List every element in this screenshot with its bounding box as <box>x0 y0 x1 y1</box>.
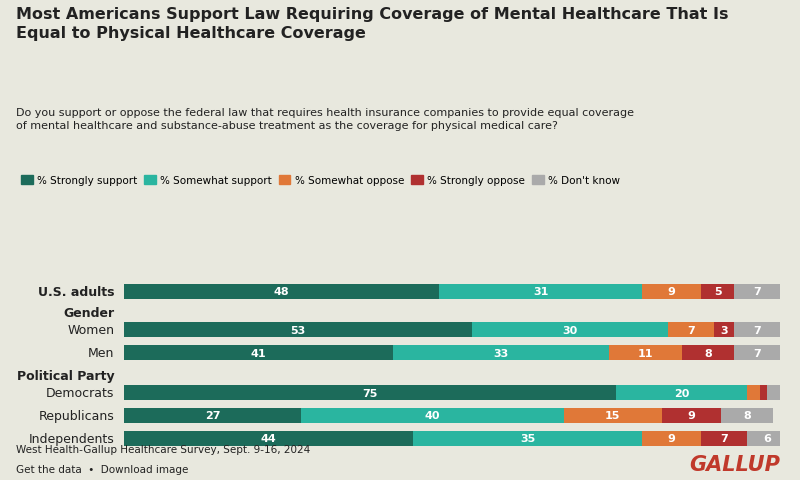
Bar <box>747 385 760 400</box>
Text: Women: Women <box>67 324 114 336</box>
Text: Democrats: Democrats <box>46 386 114 399</box>
Bar <box>563 408 662 423</box>
Bar <box>642 284 702 299</box>
Text: 5: 5 <box>714 287 722 297</box>
Text: Most Americans Support Law Requiring Coverage of Mental Healthcare That Is
Equal: Most Americans Support Law Requiring Cov… <box>16 7 729 41</box>
Text: 15: 15 <box>605 410 621 420</box>
Text: 7: 7 <box>753 325 761 335</box>
Text: 35: 35 <box>520 433 535 444</box>
Bar <box>472 323 669 337</box>
Bar <box>734 284 780 299</box>
Bar <box>124 431 413 446</box>
Text: 7: 7 <box>753 287 761 297</box>
Bar <box>714 323 734 337</box>
Text: 20: 20 <box>674 388 690 398</box>
Bar <box>413 431 642 446</box>
Bar <box>124 346 393 360</box>
Text: Do you support or oppose the federal law that requires health insurance companie: Do you support or oppose the federal law… <box>16 108 634 131</box>
Bar <box>734 323 780 337</box>
Text: Men: Men <box>88 347 114 360</box>
Bar <box>702 284 734 299</box>
Text: 9: 9 <box>668 433 676 444</box>
Text: 30: 30 <box>562 325 578 335</box>
Text: 7: 7 <box>753 348 761 358</box>
Text: U.S. adults: U.S. adults <box>38 285 114 298</box>
Text: Get the data  •  Download image: Get the data • Download image <box>16 464 188 474</box>
Text: 3: 3 <box>721 325 728 335</box>
Text: 9: 9 <box>687 410 695 420</box>
Text: 75: 75 <box>362 388 378 398</box>
Text: GALLUP: GALLUP <box>689 454 780 474</box>
Text: 8: 8 <box>743 410 751 420</box>
Text: 44: 44 <box>261 433 276 444</box>
Text: 27: 27 <box>205 410 220 420</box>
Bar <box>124 284 439 299</box>
Bar <box>610 346 682 360</box>
Bar <box>124 408 301 423</box>
Bar <box>721 408 774 423</box>
Text: 40: 40 <box>425 410 440 420</box>
Bar <box>682 346 734 360</box>
Bar <box>393 346 610 360</box>
Text: Republicans: Republicans <box>38 409 114 422</box>
Text: Gender: Gender <box>63 307 114 320</box>
Bar <box>702 431 747 446</box>
Text: West Health-Gallup Healthcare Survey, Sept. 9-16, 2024: West Health-Gallup Healthcare Survey, Se… <box>16 444 310 454</box>
Text: 11: 11 <box>638 348 654 358</box>
Bar <box>301 408 563 423</box>
Bar <box>439 284 642 299</box>
Text: Independents: Independents <box>29 432 114 445</box>
Bar <box>662 408 721 423</box>
Bar <box>642 431 702 446</box>
Bar <box>124 323 472 337</box>
Bar <box>747 431 786 446</box>
Legend: % Strongly support, % Somewhat support, % Somewhat oppose, % Strongly oppose, % : % Strongly support, % Somewhat support, … <box>22 176 620 186</box>
Bar <box>734 346 780 360</box>
Bar <box>124 385 616 400</box>
Text: 53: 53 <box>290 325 306 335</box>
Text: 33: 33 <box>494 348 509 358</box>
Text: 7: 7 <box>720 433 728 444</box>
Bar <box>669 323 714 337</box>
Text: 48: 48 <box>274 287 290 297</box>
Bar <box>616 385 747 400</box>
Text: 7: 7 <box>687 325 695 335</box>
Text: Political Party: Political Party <box>17 369 114 382</box>
Bar <box>767 385 780 400</box>
Bar <box>760 385 767 400</box>
Text: 41: 41 <box>250 348 266 358</box>
Text: 31: 31 <box>533 287 548 297</box>
Text: 6: 6 <box>763 433 771 444</box>
Text: 9: 9 <box>668 287 676 297</box>
Text: 8: 8 <box>704 348 712 358</box>
